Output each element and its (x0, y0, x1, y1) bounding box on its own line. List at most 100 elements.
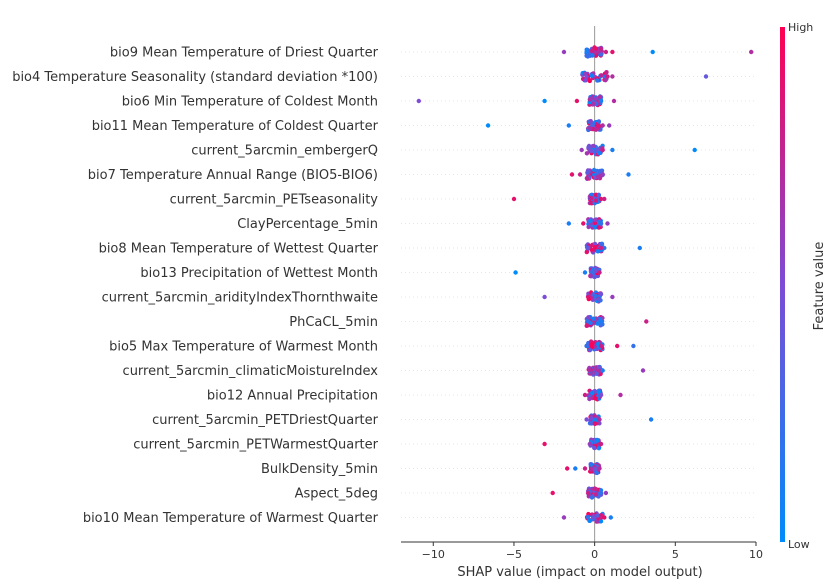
shap-point (589, 73, 595, 78)
shap-point (593, 225, 598, 230)
shap-point (582, 270, 588, 275)
shap-point (596, 49, 601, 55)
shap-point (416, 98, 421, 104)
shap-point (586, 224, 591, 230)
shap-point (610, 74, 615, 79)
shap-point (703, 74, 709, 79)
shap-point (586, 294, 591, 300)
shap-point (596, 297, 601, 302)
shap-point (595, 438, 600, 443)
feature-label: bio13 Precipitation of Wettest Month (140, 266, 378, 281)
feature-label: current_5arcmin_PETseasonality (170, 193, 379, 208)
shap-point (586, 319, 591, 324)
shap-point (542, 441, 547, 447)
shap-point (579, 147, 584, 153)
shap-point (589, 495, 595, 500)
shap-point (584, 323, 589, 328)
colorbar-title: Feature value (812, 242, 827, 331)
shap-point (593, 96, 599, 101)
shap-point (597, 94, 603, 100)
shap-point (485, 123, 491, 128)
shap-point (594, 371, 599, 376)
feature-label: current_5arcmin_aridityIndexThornthwaite (102, 291, 378, 306)
shap-point (584, 176, 590, 181)
shap-point (615, 343, 620, 349)
shap-point (602, 196, 607, 202)
shap-point (587, 518, 592, 523)
shap-point (561, 49, 567, 55)
shap-point (569, 172, 575, 177)
feature-label: bio10 Mean Temperature of Warmest Quarte… (83, 511, 379, 526)
shap-point (597, 466, 602, 471)
shap-point (581, 221, 586, 226)
shap-point (598, 441, 604, 447)
shap-point (589, 420, 594, 426)
shap-point (511, 196, 517, 202)
shap-point (592, 366, 597, 371)
colorbar (780, 27, 785, 542)
shap-point (610, 49, 615, 55)
feature-label: bio12 Annual Precipitation (207, 389, 378, 404)
shap-point (591, 101, 596, 106)
shap-point (586, 169, 591, 175)
shap-point (587, 347, 593, 353)
shap-point (596, 365, 601, 370)
shap-point (611, 98, 617, 104)
shap-point (597, 417, 602, 422)
feature-label: bio4 Temperature Seasonality (standard d… (12, 70, 378, 85)
shap-point (605, 221, 610, 226)
shap-point (637, 245, 642, 251)
shap-point (596, 119, 602, 124)
shap-point (591, 143, 596, 149)
shap-point (589, 247, 594, 252)
feature-guide-lines (401, 51, 756, 518)
shap-point (749, 49, 754, 55)
feature-label: bio7 Temperature Annual Range (BIO5-BIO6… (88, 168, 378, 183)
shap-point (583, 78, 588, 83)
shap-point (588, 119, 593, 124)
feature-label: current_5arcmin_PETWarmestQuarter (133, 438, 378, 453)
shap-point (598, 519, 604, 524)
shap-point (608, 515, 613, 520)
shap-point (586, 490, 591, 496)
shap-point (586, 245, 591, 251)
shap-point (610, 147, 615, 153)
shap-point (589, 48, 595, 54)
shap-point (592, 217, 598, 223)
shap-point (593, 396, 598, 401)
shap-point (602, 245, 607, 251)
shap-point (603, 490, 609, 496)
shap-point (626, 172, 631, 177)
x-tick-label: 10 (749, 548, 763, 561)
shap-point (566, 123, 571, 128)
shap-point (602, 515, 607, 520)
shap-points (416, 45, 754, 524)
shap-point (598, 292, 604, 297)
shap-point (589, 195, 594, 201)
shap-point (587, 441, 592, 447)
shap-point (573, 466, 578, 471)
shap-point (561, 515, 567, 520)
shap-point (588, 218, 593, 224)
colorbar-high-label: High (788, 21, 813, 34)
shap-point (598, 343, 604, 349)
feature-label: current_5arcmin_embergerQ (191, 144, 378, 159)
feature-label: bio8 Mean Temperature of Wettest Quarter (99, 242, 379, 257)
shap-point (595, 513, 600, 518)
shap-point (594, 470, 600, 476)
feature-label: bio11 Mean Temperature of Coldest Quarte… (92, 119, 379, 134)
shap-point (598, 490, 604, 496)
shap-point (565, 466, 570, 471)
shap-point (586, 315, 591, 320)
shap-point (589, 96, 594, 101)
shap-point (605, 74, 610, 79)
shap-point (610, 294, 615, 300)
shap-point (585, 514, 591, 520)
feature-label: Aspect_5deg (295, 487, 378, 502)
feature-label: bio5 Max Temperature of Warmest Month (109, 340, 378, 355)
shap-point (582, 466, 588, 471)
shap-point (593, 245, 598, 250)
shap-point (598, 319, 604, 324)
shap-point (692, 147, 697, 153)
